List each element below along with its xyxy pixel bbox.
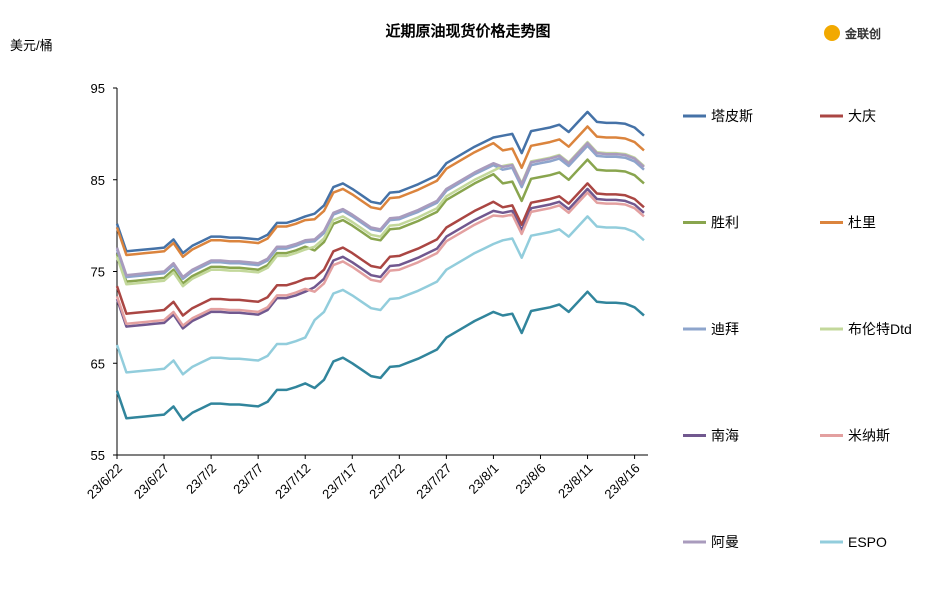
legend-label: 南海 (711, 428, 739, 444)
series-line (115, 158, 645, 285)
series-line (115, 187, 645, 330)
x-tick-label: 23/8/1 (465, 461, 501, 497)
x-tick-label: 23/7/22 (366, 461, 407, 502)
legend-label: ESPO (848, 534, 887, 550)
legend-label: 米纳斯 (848, 428, 890, 444)
series-line (115, 110, 645, 255)
logo: 金联创 (844, 26, 881, 41)
chart-title: 近期原油现货价格走势图 (385, 22, 550, 40)
legend-label: 大庆 (848, 108, 876, 124)
series-line (115, 125, 645, 259)
legend-label: 迪拜 (711, 321, 739, 337)
x-tick-label: 23/7/12 (272, 461, 313, 502)
x-tick-label: 23/8/6 (512, 461, 548, 497)
x-tick-label: 23/8/16 (601, 461, 642, 502)
legend-label: 阿曼 (711, 534, 739, 550)
series-line (115, 215, 645, 376)
series-line (115, 141, 645, 279)
logo-icon (824, 25, 840, 41)
legend-label: 胜利 (711, 215, 739, 231)
legend-label: 杜里 (848, 215, 876, 231)
legend-label: 布伦特Dtd (848, 321, 912, 337)
y-tick-label: 75 (91, 265, 105, 280)
x-tick-label: 23/8/11 (555, 461, 596, 502)
y-tick-label: 95 (91, 81, 105, 96)
x-tick-label: 23/7/7 (230, 461, 266, 497)
y-axis-label: 美元/桶 (10, 38, 53, 53)
series-line (115, 290, 645, 422)
y-tick-label: 85 (91, 173, 105, 188)
x-tick-label: 23/7/17 (319, 461, 360, 502)
x-tick-label: 23/7/27 (413, 461, 454, 502)
series-line (115, 191, 645, 327)
x-tick-label: 23/7/2 (183, 461, 219, 497)
series-line (115, 144, 645, 281)
x-tick-label: 23/6/22 (84, 461, 125, 502)
legend-label: 塔皮斯 (711, 108, 753, 124)
y-tick-label: 55 (91, 448, 105, 463)
y-tick-label: 65 (91, 356, 105, 371)
series-line (115, 182, 645, 317)
x-tick-label: 23/6/27 (131, 461, 172, 502)
